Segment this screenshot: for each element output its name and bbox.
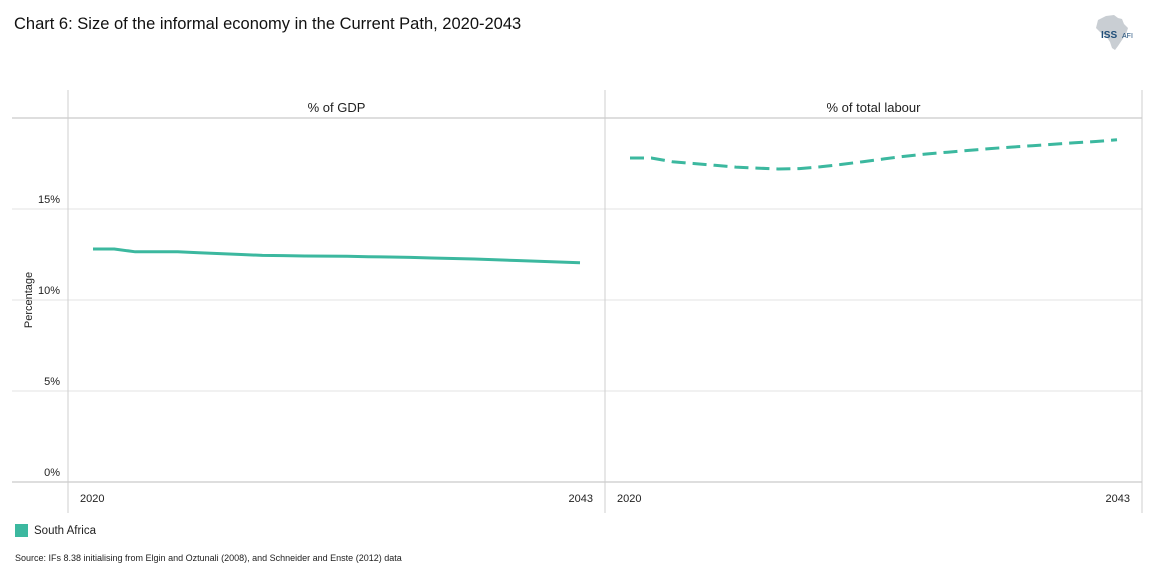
y-tick-label: 10% bbox=[38, 285, 60, 297]
logo-iss-text: ISS bbox=[1101, 30, 1117, 41]
x-tick-label: 2020 bbox=[617, 493, 641, 505]
y-tick-label: 5% bbox=[44, 376, 60, 388]
y-axis-tick-labels: 0% 5% 10% 15% bbox=[38, 194, 60, 479]
x-tick-label: 2020 bbox=[80, 493, 104, 505]
legend-swatch bbox=[15, 524, 28, 537]
legend: South Africa bbox=[15, 524, 96, 537]
source-note: Source: IFs 8.38 initialising from Elgin… bbox=[15, 553, 402, 563]
legend-label: South Africa bbox=[34, 524, 97, 537]
panel-frames bbox=[12, 90, 1143, 513]
x-tick-label: 2043 bbox=[569, 493, 593, 505]
grid-lines bbox=[12, 208, 1142, 483]
y-axis-title: Percentage bbox=[23, 272, 35, 328]
africa-map-icon bbox=[1096, 15, 1128, 50]
panels: % of GDP 2020 2043 % of total labour 2020 204… bbox=[80, 100, 1130, 505]
series-line-south-africa bbox=[630, 138, 1118, 171]
panel-labour: % of total labour 2020 2043 bbox=[617, 100, 1130, 505]
y-tick-label: 15% bbox=[38, 194, 60, 206]
x-tick-label: 2043 bbox=[1106, 493, 1130, 505]
chart-title: Chart 6: Size of the informal economy in… bbox=[14, 15, 522, 33]
y-tick-label: 0% bbox=[44, 467, 60, 479]
panel-gdp: % of GDP 2020 2043 bbox=[80, 100, 593, 505]
logo-afi-text: AFI bbox=[1122, 33, 1133, 40]
panel-title: % of total labour bbox=[827, 100, 922, 115]
panel-title: % of GDP bbox=[308, 100, 366, 115]
iss-afi-logo: ISS AFI bbox=[1096, 15, 1133, 50]
series-line-south-africa bbox=[93, 247, 581, 265]
